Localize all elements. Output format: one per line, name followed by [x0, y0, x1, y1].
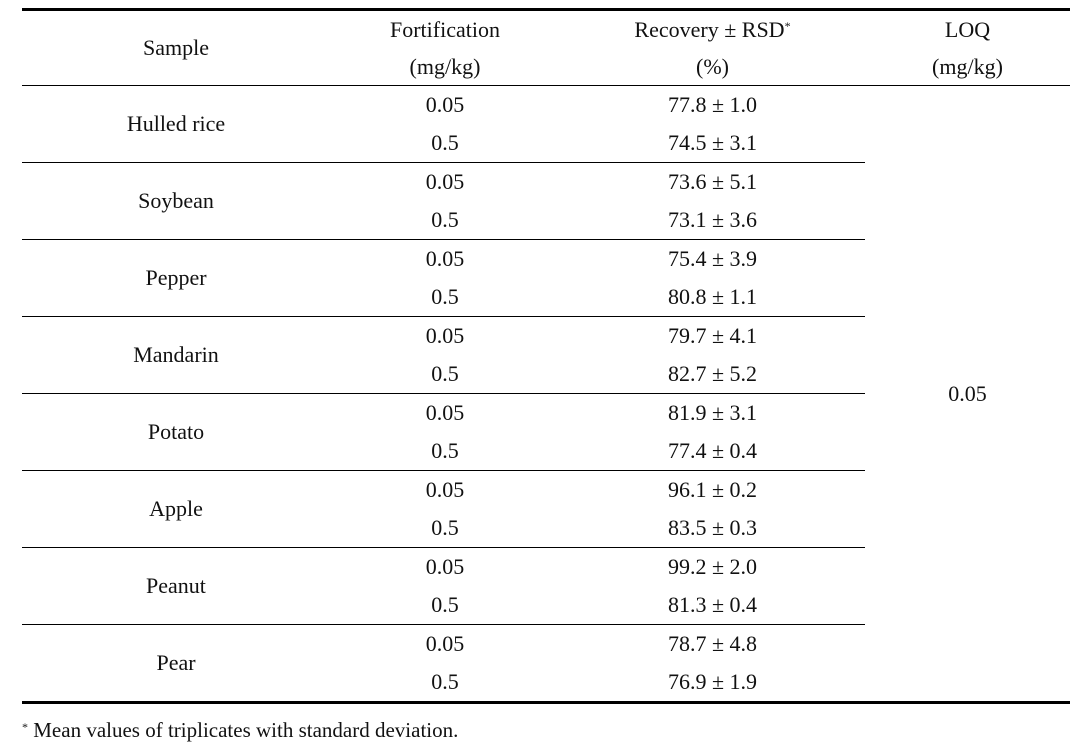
table-body: Hulled rice 0.05 77.8 ± 1.0 0.05 0.5 74.5 ± 3…	[22, 86, 1070, 703]
recovery-cell: 76.9 ± 1.9	[667, 669, 758, 694]
header-cell: (%)	[560, 48, 865, 86]
footnote-text: Mean values of triplicates with standard…	[33, 718, 459, 742]
table-row: Potato 0.05 81.9 ± 3.1	[22, 393, 1070, 471]
header-cell: Sample	[22, 9, 330, 86]
fortification-cell: 0.05	[425, 92, 465, 117]
table-row: 0.5 76.9 ± 1.9	[22, 663, 1070, 703]
recovery-cell: 77.4 ± 0.4	[667, 438, 758, 463]
recovery-cell: 80.8 ± 1.1	[667, 284, 758, 309]
recovery-cell: 73.6 ± 5.1	[560, 162, 865, 201]
recovery-cell: 99.2 ± 2.0	[560, 547, 865, 586]
recovery-cell: 82.7 ± 5.2	[667, 361, 758, 386]
table-row: Soybean 0.05 73.6 ± 5.1	[22, 162, 1070, 240]
table-row: 0.5 77.4 ± 0.4	[22, 432, 1070, 471]
recovery-cell: 77.8 ± 1.0	[667, 92, 758, 117]
recovery-cell: 73.1 ± 3.6	[667, 207, 758, 232]
table-row: Hulled rice 0.05 77.8 ± 1.0 0.05	[22, 86, 1070, 406]
footnote-mark: *	[784, 18, 791, 33]
header-cell: (mg/kg)	[330, 48, 560, 86]
header-text: Recovery ± RSD	[634, 16, 785, 42]
recovery-cell: 81.9 ± 3.1	[560, 393, 865, 432]
table-row: 0.5 81.3 ± 0.4	[22, 586, 1070, 625]
fortification-cell: 0.05	[330, 470, 560, 509]
fortification-cell: 0.5	[431, 592, 459, 617]
sample-cell: Mandarin	[22, 316, 330, 394]
table-row: 0.5 83.5 ± 0.3	[22, 509, 1070, 548]
table-row: Mandarin 0.05 79.7 ± 4.1	[22, 316, 1070, 394]
table-row: 0.5 82.7 ± 5.2	[22, 355, 1070, 394]
table-row: 0.5 73.1 ± 3.6	[22, 201, 1070, 240]
header-cell: Recovery ± RSD*	[560, 10, 865, 49]
footnote: * Mean values of triplicates with standa…	[22, 718, 458, 743]
fortification-cell: 0.05	[330, 624, 560, 663]
recovery-cell: 78.7 ± 4.8	[560, 624, 865, 663]
table-row: 0.5 80.8 ± 1.1	[22, 278, 1070, 317]
fortification-cell: 0.5	[431, 515, 459, 540]
table-row: 0.5 74.5 ± 3.1	[22, 124, 1070, 163]
table-header: Sample Fortification Recovery ± RSD* LOQ…	[22, 9, 1070, 86]
header-row: (mg/kg) (%) (mg/kg)	[22, 48, 1070, 86]
fortification-cell: 0.05	[330, 547, 560, 586]
sample-cell: Pear	[22, 624, 330, 703]
fortification-cell: 0.05	[330, 239, 560, 278]
footnote-mark: *	[22, 720, 28, 734]
recovery-cell: 75.4 ± 3.9	[560, 239, 865, 278]
header-cell: (mg/kg)	[865, 48, 1070, 86]
table-row: Apple 0.05 96.1 ± 0.2	[22, 470, 1070, 548]
sample-cell: Peanut	[22, 547, 330, 625]
fortification-cell: 0.5	[431, 361, 459, 386]
sample-cell: Apple	[22, 470, 330, 548]
recovery-cell: 81.3 ± 0.4	[667, 592, 758, 617]
fortification-cell: 0.5	[431, 438, 459, 463]
recovery-cell: 74.5 ± 3.1	[667, 130, 758, 155]
table-row: Peanut 0.05 99.2 ± 2.0	[22, 547, 1070, 625]
fortification-cell: 0.5	[431, 669, 459, 694]
header-cell: Fortification	[390, 16, 500, 42]
fortification-cell: 0.05	[330, 162, 560, 201]
sample-cell: Soybean	[22, 162, 330, 240]
fortification-cell: 0.05	[330, 316, 560, 355]
header-cell: LOQ	[944, 16, 991, 42]
sample-cell: Potato	[22, 393, 330, 471]
fortification-cell: 0.5	[431, 207, 459, 232]
recovery-cell: 96.1 ± 0.2	[560, 470, 865, 509]
header-row: Sample Fortification Recovery ± RSD* LOQ	[22, 9, 1070, 86]
fortification-cell: 0.05	[330, 393, 560, 432]
loq-cell: 0.05	[948, 380, 987, 406]
fortification-cell: 0.5	[431, 130, 459, 155]
fortification-cell: 0.5	[431, 284, 459, 309]
recovery-cell: 79.7 ± 4.1	[560, 316, 865, 355]
sample-cell: Hulled rice	[126, 111, 226, 136]
table-row: Pepper 0.05 75.4 ± 3.9	[22, 239, 1070, 317]
sample-cell: Pepper	[22, 239, 330, 317]
recovery-cell: 83.5 ± 0.3	[667, 515, 758, 540]
recovery-table: Sample Fortification Recovery ± RSD* LOQ…	[22, 8, 1070, 704]
table-row: Pear 0.05 78.7 ± 4.8	[22, 624, 1070, 703]
